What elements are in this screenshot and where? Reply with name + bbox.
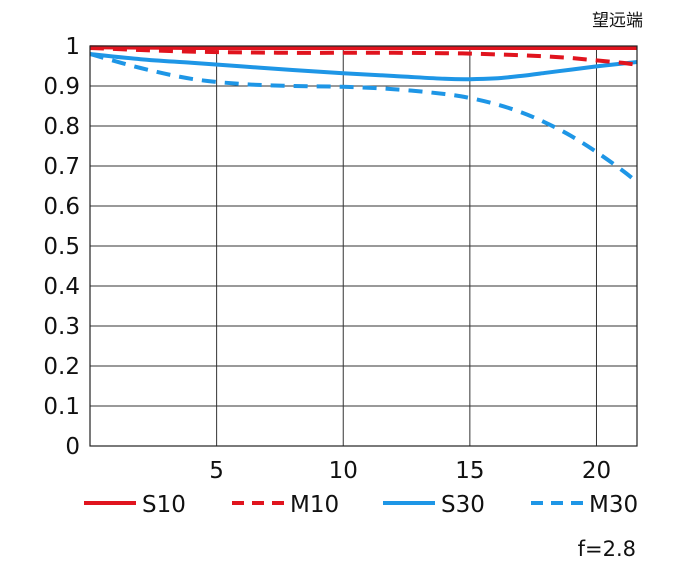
x-tick-label: 10 (329, 458, 358, 484)
x-tick-label: 5 (209, 458, 224, 484)
y-tick-label: 1 (65, 34, 80, 60)
y-tick-label: 0.9 (43, 74, 80, 100)
legend-label-m30: M30 (589, 492, 638, 518)
y-tick-label: 0.6 (43, 194, 80, 220)
y-tick-label: 0.4 (43, 274, 80, 300)
legend-label-m10: M10 (290, 492, 339, 518)
y-tick-label: 0.2 (43, 354, 80, 380)
series-line-s30 (89, 52, 638, 82)
legend-label-s30: S30 (441, 492, 485, 518)
y-tick-label: 0.5 (43, 234, 80, 260)
aperture-label: f=2.8 (578, 537, 636, 561)
series-line-s10 (89, 45, 637, 51)
y-tick-label: 0 (65, 434, 80, 460)
legend: S10 M10 S30 M30 (84, 492, 638, 518)
series-lines (89, 45, 639, 184)
series-line-m30 (89, 52, 639, 184)
chart-title: 望远端 (592, 11, 643, 31)
grid (90, 45, 637, 447)
y-tick-label: 0.8 (43, 114, 80, 140)
y-tick-label: 0.7 (43, 154, 80, 180)
y-axis-ticks: 0 0.1 0.2 0.3 0.4 0.5 0.6 0.7 0.8 0.9 1 (43, 34, 80, 460)
x-tick-label: 15 (455, 458, 484, 484)
y-tick-label: 0.3 (43, 314, 80, 340)
plot-frame (89, 45, 638, 447)
x-axis-ticks: 5 10 15 20 (209, 458, 611, 484)
y-tick-label: 0.1 (43, 394, 80, 420)
legend-label-s10: S10 (142, 492, 186, 518)
series-line-m10 (89, 46, 638, 67)
x-tick-label: 20 (582, 458, 611, 484)
